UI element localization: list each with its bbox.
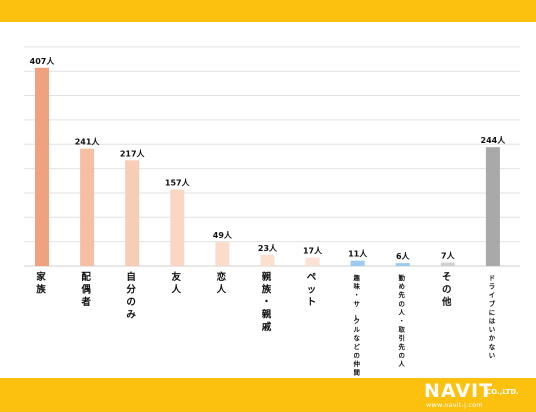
category-label: ペット	[307, 272, 317, 308]
data-label: 244人	[481, 135, 507, 145]
bar	[170, 189, 185, 266]
category-label: 勤め先の人・取引先の人	[399, 273, 406, 368]
category-label: 家族	[36, 271, 46, 296]
bar	[260, 254, 275, 266]
data-label: 49人	[213, 230, 233, 240]
category-label: その他	[441, 272, 452, 308]
data-label: 157人	[165, 178, 191, 188]
header-band	[0, 0, 536, 22]
logo-url: www.navit-j.com	[426, 401, 483, 409]
bar	[395, 263, 410, 266]
category-label: 配偶者	[80, 272, 91, 308]
bar	[440, 262, 455, 266]
logo-suffix: CO.,LTD.	[486, 388, 519, 396]
category-label: ドライブにはいかない	[489, 274, 496, 359]
data-label: 11人	[348, 249, 368, 259]
bar	[125, 160, 140, 266]
bar	[305, 257, 320, 266]
category-label: 自分のみ	[126, 271, 136, 321]
bar	[350, 260, 365, 266]
bar	[485, 147, 500, 266]
bar	[80, 148, 95, 266]
data-label: 17人	[303, 246, 323, 256]
category-label: 趣味・サークルなどの仲間	[351, 273, 360, 377]
bar	[35, 67, 49, 266]
data-label: 407人	[30, 56, 56, 66]
bar	[215, 242, 230, 266]
navit-logo[interactable]: NAVIT CO.,LTD. www.navit-j.com	[424, 381, 528, 411]
data-label: 241人	[75, 137, 101, 147]
category-label: 恋人	[217, 271, 227, 296]
category-label: 友人	[171, 271, 182, 296]
category-label: 親族・親戚	[262, 271, 272, 333]
data-label: 7人	[441, 251, 456, 261]
logo-name: NAVIT	[424, 380, 494, 402]
footer-band	[0, 378, 536, 412]
data-label: 217人	[120, 148, 146, 158]
data-label: 23人	[258, 243, 278, 253]
data-label: 6人	[396, 251, 411, 261]
